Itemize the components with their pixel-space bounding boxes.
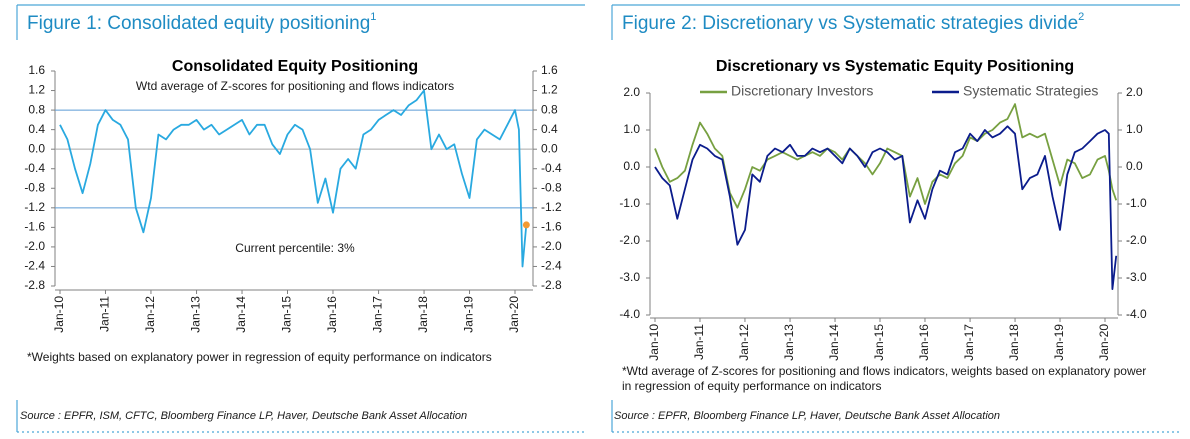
y-tick-label: -2.0 [24,239,45,253]
y2-tick-label: -2.4 [541,259,562,273]
x-tick-label: Jan-16 [325,296,339,333]
x-tick-label: Jan-11 [692,324,706,360]
y-tick-label: -0.4 [24,161,45,175]
y-tick-label: 2.0 [623,85,640,99]
figure-title-text: Figure 2: Discretionary vs Systematic st… [622,13,1078,34]
data-line [654,125,1118,290]
y-tick-label: -1.0 [619,196,640,210]
y-tick-label: -2.0 [619,233,640,247]
chart-subtitle: Wtd average of Z-scores for positioning … [136,79,454,93]
y2-tick-label: -1.6 [541,220,562,234]
legend-label: Discretionary Investors [731,83,873,99]
x-tick-label: Jan-14 [827,324,841,361]
figure-title-text: Figure 1: Consolidated equity positionin… [27,13,370,34]
y-tick-label: 1.0 [623,122,640,136]
y2-tick-label: -2.0 [541,239,562,253]
x-tick-label: Jan-19 [1052,324,1066,361]
footnote: *Wtd average of Z-scores for positioning… [622,364,1146,378]
y-tick-label: 0.0 [28,141,45,155]
y-tick-label: 0.0 [623,159,640,173]
y2-tick-label: 0.4 [541,122,558,136]
y-tick-label: -4.0 [619,307,640,321]
x-tick-label: Jan-17 [371,296,385,333]
y2-tick-label: 1.2 [541,83,558,97]
data-line [654,103,1118,209]
legend-label: Systematic Strategies [963,83,1098,99]
source: Source : EPFR, ISM, CFTC, Bloomberg Fina… [20,410,467,422]
x-tick-label: Jan-20 [507,296,521,333]
data-line [59,89,528,268]
x-tick-label: Jan-13 [189,296,203,333]
y-tick-label: 1.6 [28,63,45,77]
y2-tick-label: -2.0 [1126,233,1147,247]
current-marker [522,221,530,229]
y2-tick-label: -0.4 [541,161,562,175]
chart: Figure 2: Discretionary vs Systematic st… [614,11,1147,422]
chart-title: Discretionary vs Systematic Equity Posit… [716,58,1074,75]
y-tick-label: -2.8 [24,278,45,292]
x-tick-label: Jan-15 [872,324,886,361]
x-tick-label: Jan-15 [280,296,294,333]
y-tick-label: 0.4 [28,122,45,136]
chart: Figure 1: Consolidated equity positionin… [20,11,562,422]
y2-tick-label: 2.0 [1126,85,1143,99]
y2-tick-label: -3.0 [1126,270,1147,284]
footnote: in regression of equity performance on i… [622,379,881,393]
annotation: Current percentile: 3% [235,241,355,255]
x-tick-label: Jan-10 [647,324,661,361]
x-tick-label: Jan-11 [98,296,112,332]
y-tick-label: -3.0 [619,270,640,284]
y2-tick-label: -2.8 [541,278,562,292]
y2-tick-label: 0.8 [541,102,558,116]
y-tick-label: 0.8 [28,102,45,116]
x-tick-label: Jan-10 [52,296,66,333]
y2-tick-label: -1.0 [1126,196,1147,210]
x-tick-label: Jan-17 [962,324,976,361]
y2-tick-label: 1.0 [1126,122,1143,136]
y-tick-label: -2.4 [24,259,45,273]
y2-tick-label: 0.0 [541,141,558,155]
y2-tick-label: -1.2 [541,200,562,214]
y-tick-label: 1.2 [28,83,45,97]
x-tick-label: Jan-18 [416,296,430,333]
x-tick-label: Jan-20 [1097,324,1111,361]
x-tick-label: Jan-12 [737,324,751,361]
x-tick-label: Jan-12 [143,296,157,333]
x-tick-label: Jan-14 [234,296,248,333]
x-tick-label: Jan-16 [917,324,931,361]
y2-tick-label: -4.0 [1126,307,1147,321]
footnote: *Weights based on explanatory power in r… [27,350,492,364]
x-tick-label: Jan-13 [782,324,796,361]
y-tick-label: -0.8 [24,180,45,194]
x-tick-label: Jan-19 [462,296,476,333]
chart-title: Consolidated Equity Positioning [172,58,418,75]
figure-title: Figure 2: Discretionary vs Systematic st… [622,11,1084,34]
figure-title-note: 1 [370,11,376,23]
x-tick-label: Jan-18 [1007,324,1021,361]
figure-title-note: 2 [1078,11,1084,23]
y2-tick-label: 1.6 [541,63,558,77]
y-tick-label: -1.2 [24,200,45,214]
source: Source : EPFR, Bloomberg Finance LP, Hav… [614,410,1000,422]
y2-tick-label: -0.8 [541,180,562,194]
y-tick-label: -1.6 [24,220,45,234]
panel-frames [16,4,1180,433]
y2-tick-label: 0.0 [1126,159,1143,173]
figure-title: Figure 1: Consolidated equity positionin… [27,11,376,34]
